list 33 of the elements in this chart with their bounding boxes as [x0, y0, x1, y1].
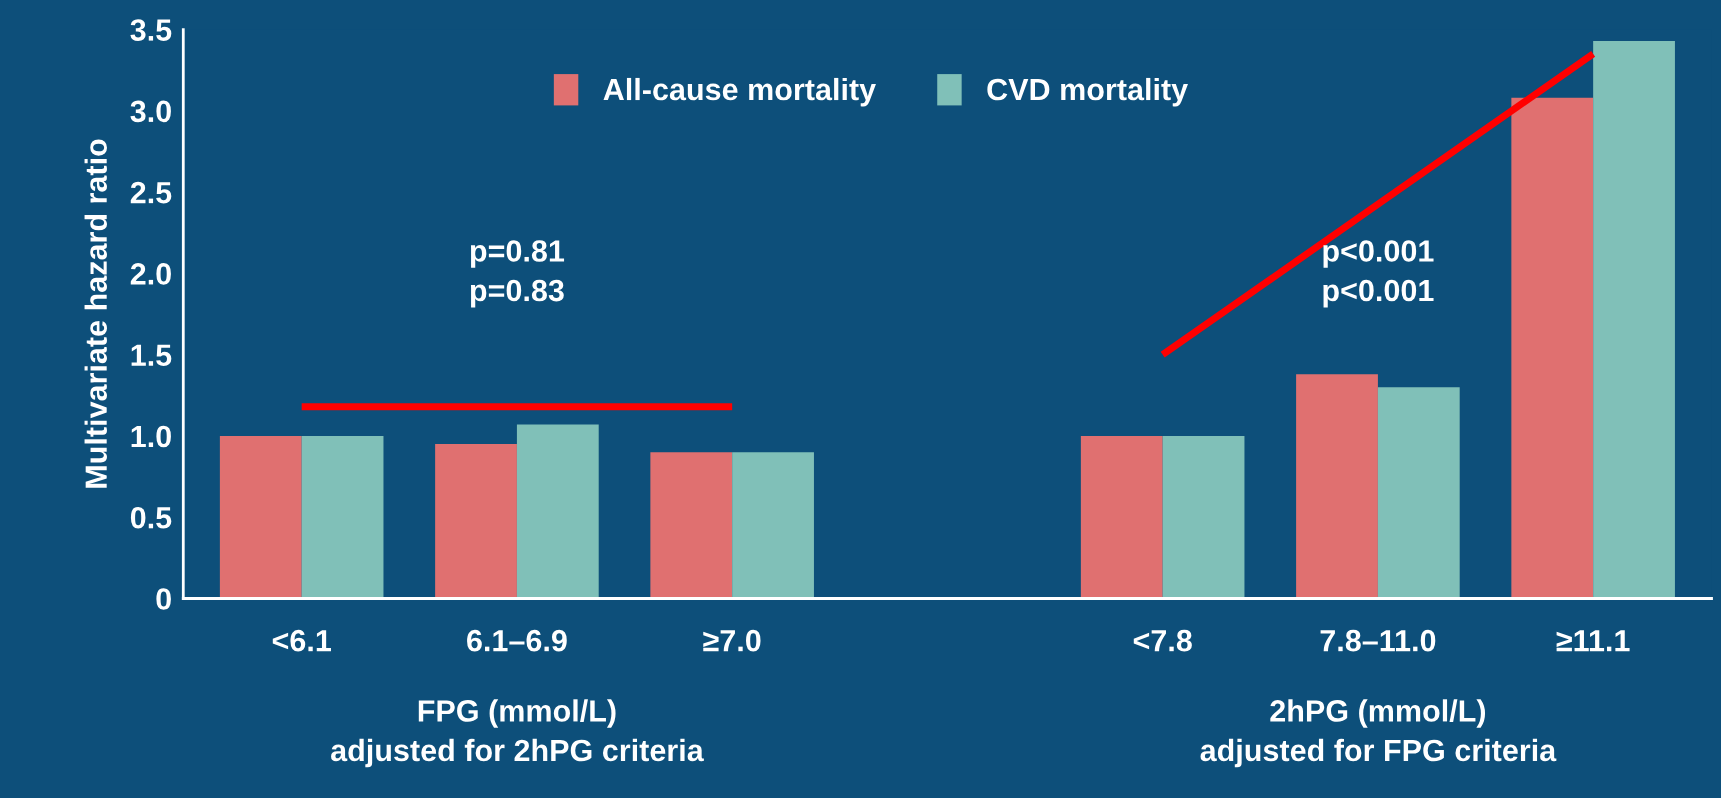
bar [650, 452, 733, 599]
x-tick-label: <6.1 [272, 629, 331, 652]
bar [301, 435, 384, 599]
annotation: p<0.001 p<0.001 [1323, 240, 1434, 308]
legend-label: All-cause mortality [603, 77, 876, 107]
text: FPG (mmol/L) adjusted for 2hPG criteria [331, 699, 704, 768]
y-axis-title: Multivariate hazard ratio [84, 139, 107, 488]
y-tick-label: 0.5 [130, 506, 172, 529]
y-tick-label: 2.0 [130, 263, 171, 285]
bar [1593, 40, 1675, 599]
y-tick-label: 1.5 [131, 344, 172, 367]
y-tick-label: 2.5 [130, 181, 172, 204]
bar [732, 452, 814, 599]
x-tick-label: ≥11.1 [1556, 630, 1630, 652]
y-tick-label: 3.5 [130, 19, 172, 41]
legend-label: CVD mortality [987, 77, 1188, 107]
text: 2hPG (mmol/L) adjusted for FPG criteria [1200, 699, 1557, 768]
x-tick-label: 7.8–11.0 [1320, 629, 1436, 652]
bar [516, 424, 599, 599]
bar [1296, 374, 1378, 599]
bar [1377, 387, 1460, 599]
bar [1080, 435, 1163, 599]
bar [1162, 435, 1245, 599]
y-tick-label: 1.0 [131, 425, 171, 448]
bar [219, 435, 302, 599]
y-tick-label: 0 [156, 588, 171, 610]
bar [1511, 97, 1594, 599]
bar [435, 444, 517, 599]
annotation: p=0.81 p=0.83 [470, 240, 565, 308]
x-tick-label: ≥7.0 [703, 629, 761, 652]
x-tick-label: 6.1–6.9 [467, 629, 567, 652]
y-tick-label: 3.0 [130, 100, 171, 123]
x-tick-label: <7.8 [1133, 629, 1192, 652]
